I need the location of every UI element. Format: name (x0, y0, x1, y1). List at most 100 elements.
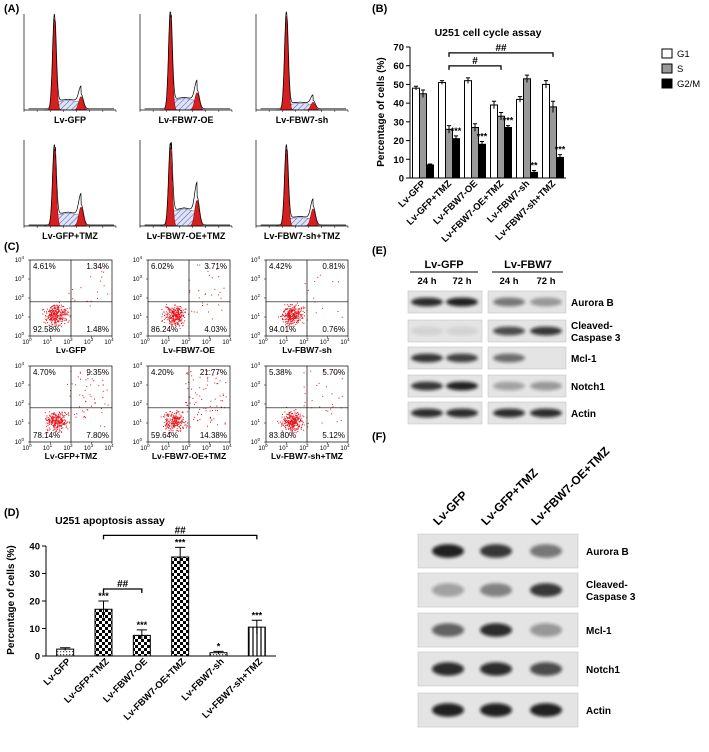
error-bar (175, 546, 186, 567)
flow-event (175, 418, 177, 420)
flow-event (62, 420, 64, 422)
significance-label: *** (555, 145, 566, 155)
flow-event (291, 426, 293, 428)
flow-event (340, 420, 342, 422)
flow-event (292, 417, 293, 419)
y-tick-label: 10 (393, 155, 404, 166)
flow-event (54, 309, 56, 311)
flow-event (296, 315, 298, 317)
flow-event (289, 418, 291, 419)
flow-event (172, 423, 174, 424)
flow-event (290, 428, 292, 430)
flow-event (290, 315, 292, 317)
flow-event (298, 320, 299, 322)
flow-event (283, 419, 285, 421)
flow-event (175, 311, 177, 313)
flow-event (172, 426, 174, 428)
flow-event (58, 304, 60, 306)
flow-event (178, 318, 180, 320)
flow-event (48, 311, 49, 313)
flow-event (90, 384, 92, 386)
flow-event (76, 413, 78, 415)
flow-event (53, 426, 55, 428)
flow-event (91, 371, 92, 373)
flow-event (177, 318, 179, 320)
flow-event (177, 430, 179, 432)
flow-event (59, 412, 60, 414)
flow-event (180, 310, 182, 312)
flow-event (293, 320, 295, 322)
flow-event (199, 387, 201, 389)
blot-band (493, 408, 525, 418)
flow-event (94, 402, 96, 404)
flow-event (43, 321, 45, 323)
flow-event (174, 304, 176, 306)
flow-event (61, 421, 63, 423)
x-tick-label: 101 (43, 337, 53, 346)
flow-event (285, 312, 287, 314)
flow-event (60, 425, 62, 427)
flow-event (290, 418, 292, 420)
flow-event (66, 425, 67, 427)
quadrant-percent: 4.42% (269, 262, 292, 271)
blot-band (530, 662, 562, 676)
tick-exponent: 0 (29, 443, 32, 448)
flow-event (58, 309, 60, 310)
tick-base: 10 (161, 446, 168, 452)
tick-base: 10 (320, 340, 327, 346)
flow-event (56, 312, 58, 314)
flow-event (292, 423, 294, 425)
flow-event (66, 308, 68, 310)
flow-event (199, 419, 201, 421)
flow-event (301, 315, 303, 317)
y-tick-label: 20 (29, 597, 40, 608)
flow-event (52, 310, 54, 311)
flow-event (90, 300, 92, 302)
flow-event (168, 425, 170, 427)
blot-band (530, 583, 562, 597)
flow-event (172, 317, 174, 319)
flow-event (107, 404, 109, 406)
flow-event (178, 418, 180, 420)
tick-exponent: 3 (21, 274, 24, 279)
x-tick-label: 102 (181, 337, 191, 346)
flow-event (290, 428, 291, 430)
flow-event (171, 420, 173, 422)
tick-exponent: 1 (21, 312, 24, 317)
flow-event (46, 311, 47, 313)
flow-event (176, 411, 178, 413)
flow-event (49, 324, 51, 326)
flow-event (171, 413, 173, 415)
flow-event (64, 323, 66, 325)
flow-event (166, 314, 168, 316)
flow-event (49, 420, 51, 422)
flow-event (54, 419, 56, 421)
flow-event (175, 323, 177, 325)
flow-event (59, 320, 61, 322)
flow-event (177, 416, 179, 418)
flow-event (178, 320, 180, 322)
flow-event (79, 371, 81, 373)
flow-event (57, 421, 59, 422)
flow-event (280, 315, 282, 317)
flow-event (58, 425, 60, 427)
y-tick-label: 103 (15, 380, 25, 389)
flow-event (169, 319, 170, 321)
flow-event (293, 321, 295, 323)
flow-event (86, 409, 88, 411)
flow-event (178, 309, 180, 311)
flow-event (211, 277, 213, 279)
flow-event (292, 309, 294, 311)
flow-event (53, 307, 55, 309)
flow-event (298, 418, 300, 419)
flow-event (179, 316, 181, 317)
flow-event (177, 308, 179, 310)
flow-event (173, 423, 175, 425)
flow-event (289, 308, 291, 310)
flow-event (210, 400, 212, 402)
flow-event (179, 314, 181, 315)
flow-event (175, 424, 177, 426)
tick-base: 10 (258, 446, 265, 452)
flow-event (61, 418, 62, 420)
flow-event (294, 419, 296, 421)
